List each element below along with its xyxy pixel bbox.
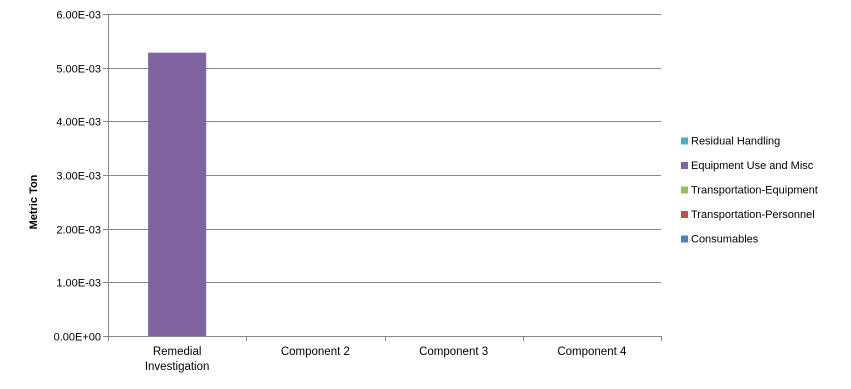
y-tick-label-2: 2.00E-03 — [56, 225, 101, 237]
legend: Residual Handling Equipment Use and Misc T… — [681, 136, 818, 246]
y-axis-title: Metric Ton — [28, 174, 40, 229]
legend-label-consumables: Consumables — [691, 234, 759, 246]
x-category-label-1: Component 2 — [281, 346, 350, 358]
y-tick-label-6: 6.00E-03 — [56, 10, 101, 22]
bars — [148, 52, 207, 336]
legend-label-transportation-personnel: Transportation-Personnel — [691, 209, 815, 221]
y-tick-label-3: 3.00E-03 — [56, 171, 101, 183]
legend-swatch-transportation-personnel — [681, 211, 688, 218]
x-category-label-0: Remedial Investigation — [145, 346, 210, 373]
legend-swatch-equipment-use-and-misc — [681, 162, 688, 169]
x-category-label-3: Component 4 — [557, 346, 627, 358]
bar-equipment-use-and-misc-0 — [148, 52, 207, 336]
y-tick-label-1: 1.00E-03 — [56, 278, 101, 290]
y-tick-label-0: 0.00E+00 — [54, 332, 101, 344]
legend-swatch-residual-handling — [681, 137, 688, 145]
legend-label-transportation-equipment: Transportation-Equipment — [691, 185, 818, 197]
legend-label-residual-handling: Residual Handling — [691, 136, 780, 148]
y-tick-label-4: 4.00E-03 — [56, 117, 101, 129]
x-category-label-2: Component 3 — [419, 346, 488, 358]
axes — [103, 14, 662, 341]
y-tick-label-5: 5.00E-03 — [56, 64, 101, 76]
legend-label-equipment-use-and-misc: Equipment Use and Misc — [691, 160, 814, 172]
tick-labels: 0.00E+00 1.00E-03 2.00E-03 3.00E-03 4.00E-03… — [54, 10, 627, 374]
legend-swatch-consumables — [681, 235, 688, 243]
legend-swatch-transportation-equipment — [681, 186, 688, 194]
